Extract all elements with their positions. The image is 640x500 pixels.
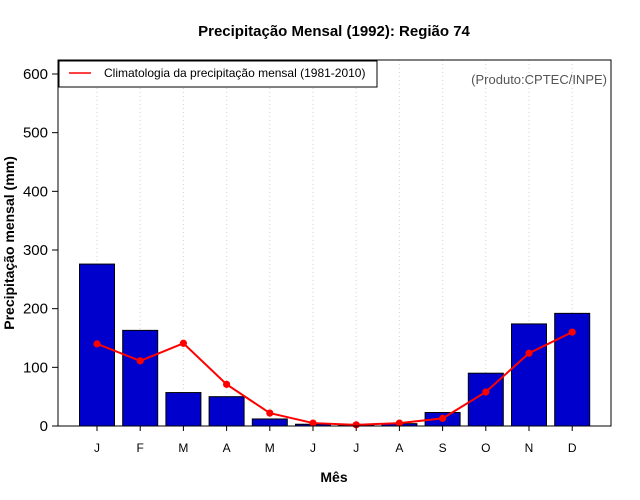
bar [122, 329, 159, 427]
y-tick-label: 300 [23, 242, 48, 259]
bar [208, 396, 245, 427]
climatology-point [568, 328, 576, 336]
legend: Climatologia da precipitação mensal (198… [58, 60, 378, 88]
x-tick-label: J [353, 441, 359, 455]
x-tick-label: M [178, 441, 188, 455]
credit-text: (Produto:CPTEC/INPE) [471, 72, 607, 87]
x-tick-label: D [568, 441, 577, 455]
y-tick-label: 0 [40, 418, 48, 435]
climatology-series [93, 328, 576, 429]
climatology-point [266, 409, 274, 417]
bar [165, 392, 202, 427]
climatology-point [525, 349, 533, 357]
y-tick-label: 500 [23, 125, 48, 142]
y-tick-label: 100 [23, 359, 48, 376]
x-tick-label: J [310, 441, 316, 455]
climatology-point [309, 419, 317, 427]
x-tick-label: M [265, 441, 275, 455]
x-tick-label: F [137, 441, 144, 455]
plot-frame [57, 59, 612, 427]
climatology-point [179, 339, 187, 347]
y-tick-label: 200 [23, 301, 48, 318]
bar [511, 323, 547, 427]
y-tick-label: 400 [23, 183, 48, 200]
climatology-point [439, 414, 447, 422]
x-tick-label: S [439, 441, 447, 455]
x-axis-label: Mês [320, 469, 347, 485]
climatology-point [93, 340, 101, 348]
bar-series [79, 263, 591, 427]
climatology-line [96, 331, 573, 426]
chart-title: Precipitação Mensal (1992): Região 74 [198, 23, 470, 40]
legend-box [58, 60, 378, 88]
x-tick-label: A [223, 441, 231, 455]
climatology-point [223, 380, 231, 388]
axes: 0 100 200 300 400 500 600 J F M A M J J A S O N D [23, 66, 577, 455]
x-tick-label: A [395, 441, 403, 455]
climatology-point [136, 357, 144, 365]
x-tick-label: J [94, 441, 100, 455]
y-axis-label: Precipitação mensal (mm) [1, 156, 17, 330]
x-tick-label: N [525, 441, 534, 455]
y-tick-label: 600 [23, 66, 48, 83]
legend-label: Climatologia da precipitação mensal (198… [104, 66, 365, 80]
grid-lines [96, 60, 573, 426]
climatology-point [352, 421, 360, 429]
climatology-point [395, 419, 403, 427]
bar [251, 418, 288, 427]
x-tick-label: O [481, 441, 490, 455]
climatology-point [482, 388, 490, 396]
